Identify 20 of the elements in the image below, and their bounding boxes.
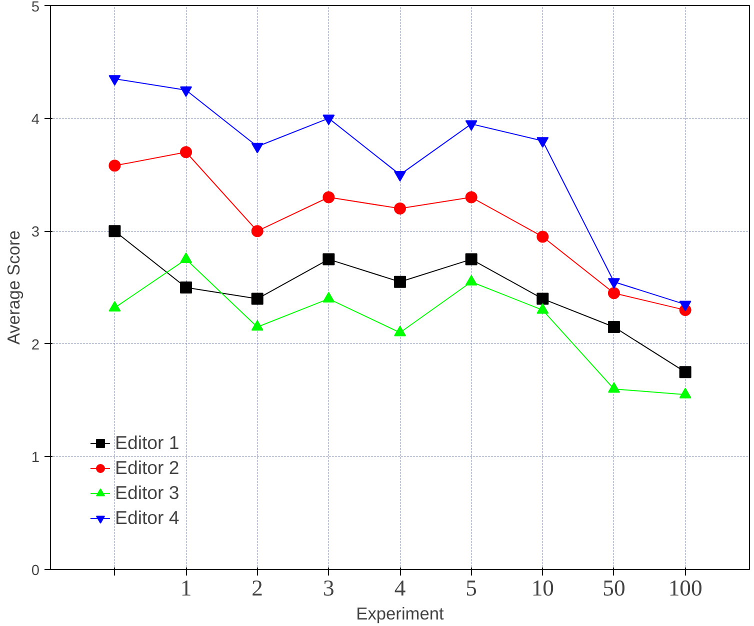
y-tick-label: 2: [31, 337, 40, 354]
x-axis-title: Experiment: [356, 604, 444, 624]
x-tick-label: 100: [668, 576, 702, 600]
y-tick-label: 5: [31, 0, 40, 16]
legend-label: Editor 3: [115, 482, 180, 504]
x-tick-label: 1: [180, 576, 192, 600]
x-tick-label: 3: [323, 576, 334, 600]
legend-label: Editor 4: [115, 507, 180, 529]
x-tick-label: 5: [466, 576, 477, 600]
x-tick-label: 50: [602, 576, 626, 600]
x-tick-label: 4: [394, 576, 406, 600]
y-tick-label: 3: [31, 224, 40, 241]
y-tick-label: 0: [31, 563, 40, 579]
x-tick-label: 10: [531, 576, 554, 600]
y-axis-title: Average Score: [3, 230, 24, 345]
y-tick-label: 4: [31, 112, 40, 128]
x-tick-label: 2: [252, 576, 264, 600]
legend-label: Editor 2: [115, 457, 180, 479]
y-tick-label: 1: [31, 450, 40, 466]
legend-label: Editor 1: [115, 432, 180, 454]
